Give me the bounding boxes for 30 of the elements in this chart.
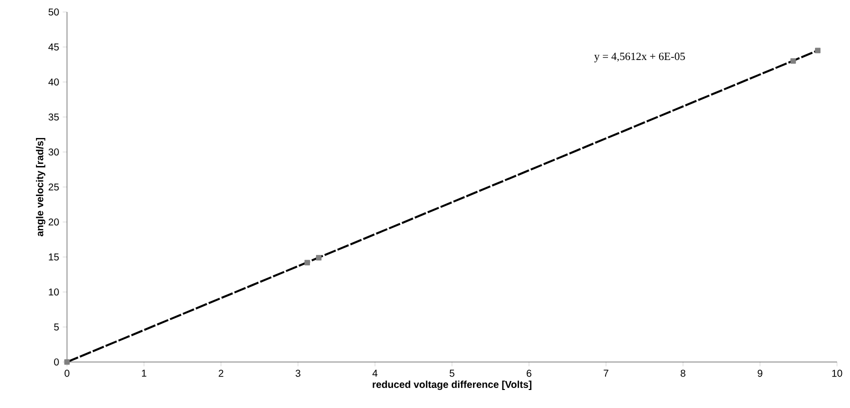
y-tick-label: 50	[48, 8, 59, 16]
x-tick-label: 0	[64, 370, 70, 377]
y-tick-label: 5	[54, 324, 59, 330]
y-tick-label: 0	[54, 358, 59, 366]
y-tick-label: 45	[48, 44, 59, 50]
point	[304, 260, 310, 266]
y-tick-label: 10	[48, 288, 59, 296]
x-tick-label: 3	[296, 370, 300, 377]
x-tick-label: 4	[372, 370, 378, 377]
y-axis-title: angle velocity [rad/s]	[36, 138, 46, 236]
point	[64, 359, 70, 365]
annotation: y = 4,5612x + 6E-05	[594, 52, 685, 62]
x-axis-title: reduced voltage difference [Volts]	[372, 380, 532, 390]
x-tick-label: 10	[832, 370, 842, 377]
y-tick-label: 30	[48, 148, 59, 156]
y-tick-label: 15	[48, 254, 59, 260]
x-tick-label: 8	[680, 370, 686, 377]
x-tick-label: 5	[450, 370, 454, 377]
x-tick-label: 9	[758, 370, 762, 377]
y-tick-label: 20	[48, 218, 59, 226]
y-tick-label: 35	[48, 113, 59, 121]
point	[316, 254, 322, 260]
point	[815, 48, 820, 54]
x-tick-label: 1	[142, 370, 146, 377]
point	[790, 58, 796, 64]
x-tick-label: 6	[526, 370, 532, 377]
y-tick-label: 25	[48, 183, 59, 191]
x-tick-label: 2	[218, 370, 224, 377]
x-tick-label: 7	[604, 370, 608, 377]
y-tick-label: 40	[48, 78, 59, 86]
